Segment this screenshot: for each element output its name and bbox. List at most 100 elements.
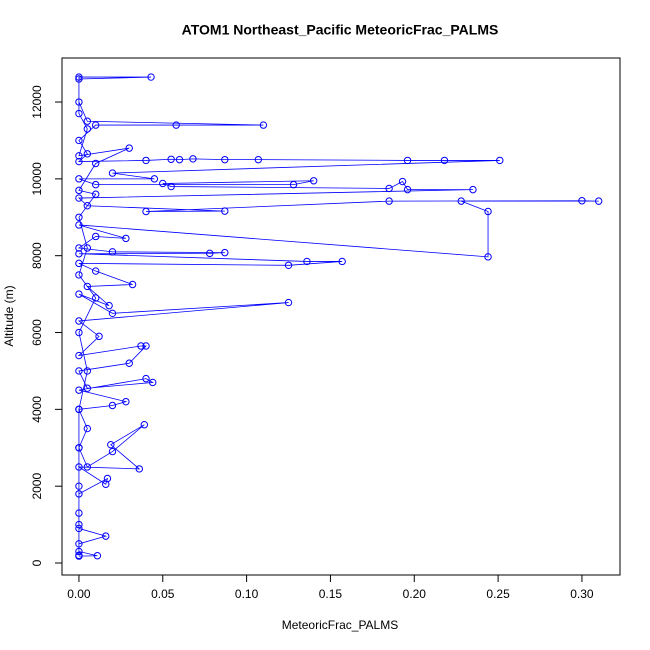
data-point (75, 551, 83, 560)
data-point (75, 75, 83, 83)
data-point (122, 397, 130, 406)
data-point (284, 261, 293, 269)
x-tick-label: 0.05 (151, 587, 175, 601)
data-point (102, 532, 110, 540)
y-tick-label: 12000 (30, 85, 44, 119)
data-point (92, 294, 100, 302)
data-point (167, 155, 175, 163)
data-line (77, 76, 599, 557)
data-point (221, 207, 229, 215)
data-point (496, 156, 504, 165)
data-point (83, 202, 92, 210)
data-point (175, 155, 184, 164)
data-point (75, 317, 83, 325)
data-point (75, 213, 83, 221)
data-point (189, 155, 197, 163)
data-point (75, 405, 83, 414)
data-point (75, 109, 83, 118)
data-point (75, 520, 83, 529)
data-point (125, 144, 133, 152)
data-point (484, 207, 492, 216)
data-point (309, 177, 318, 185)
data-point (122, 234, 130, 243)
chart-title: ATOM1 Northeast_Pacific MeteoricFrac_PAL… (182, 22, 499, 38)
data-point (284, 298, 293, 307)
data-point (107, 440, 115, 449)
y-tick-label: 8000 (30, 242, 44, 269)
data-point (385, 197, 393, 205)
data-point (92, 190, 100, 198)
data-point (128, 280, 137, 289)
data-point (149, 378, 157, 387)
data-point (403, 185, 412, 194)
y-tick-label: 0 (30, 559, 44, 566)
data-point (95, 332, 103, 341)
data-point (259, 121, 268, 129)
data-point (83, 125, 92, 133)
data-point (75, 463, 83, 471)
data-point (92, 121, 100, 129)
data-point (75, 290, 83, 298)
data-point (75, 328, 83, 337)
x-tick-label: 0.15 (319, 587, 343, 601)
data-point (83, 117, 92, 125)
data-point (125, 359, 133, 367)
data-point (108, 401, 117, 410)
x-tick-label: 0.10 (235, 587, 259, 601)
data-point (92, 232, 100, 241)
data-point (75, 482, 83, 490)
y-axis-label: Altitude (m) (2, 285, 16, 346)
data-point (83, 282, 92, 291)
data-point (254, 155, 263, 164)
data-point (595, 197, 603, 205)
data-point (75, 98, 83, 106)
data-point (75, 259, 83, 268)
data-point (83, 384, 92, 392)
data-point (457, 197, 465, 205)
x-tick-label: 0.00 (67, 587, 91, 601)
data-point (469, 185, 477, 194)
data-point (75, 157, 83, 166)
data-point (75, 524, 83, 533)
data-point (221, 155, 229, 164)
data-point (83, 150, 92, 158)
data-point (108, 248, 117, 256)
data-point (75, 244, 83, 252)
data-point (142, 156, 150, 165)
data-point (108, 169, 117, 177)
data-point (142, 374, 150, 383)
data-point (75, 136, 83, 145)
data-point (92, 180, 100, 189)
data-point (75, 351, 83, 360)
data-point (75, 250, 83, 258)
data-point (398, 177, 407, 186)
data-point (137, 342, 145, 350)
data-point (83, 367, 92, 375)
plot-frame (61, 57, 621, 576)
data-point (75, 386, 83, 394)
data-point (93, 552, 102, 560)
data-point (108, 309, 117, 318)
data-point (75, 186, 83, 195)
data-point (75, 547, 83, 556)
data-point (338, 257, 346, 266)
data-point (75, 509, 83, 517)
data-point (75, 152, 83, 160)
data-point (83, 244, 92, 252)
data-point (135, 465, 143, 473)
data-point (159, 179, 167, 188)
data-point (102, 480, 110, 488)
data-point (167, 182, 175, 191)
data-point (75, 444, 83, 452)
data-point (83, 463, 92, 471)
data-point (303, 257, 311, 266)
data-point (83, 424, 92, 433)
data-point (140, 421, 149, 429)
data-point (206, 249, 214, 258)
data-point (142, 342, 150, 350)
y-tick-label: 6000 (30, 319, 44, 346)
data-point (484, 253, 492, 261)
data-point (75, 271, 83, 279)
y-tick-label: 2000 (30, 473, 44, 500)
